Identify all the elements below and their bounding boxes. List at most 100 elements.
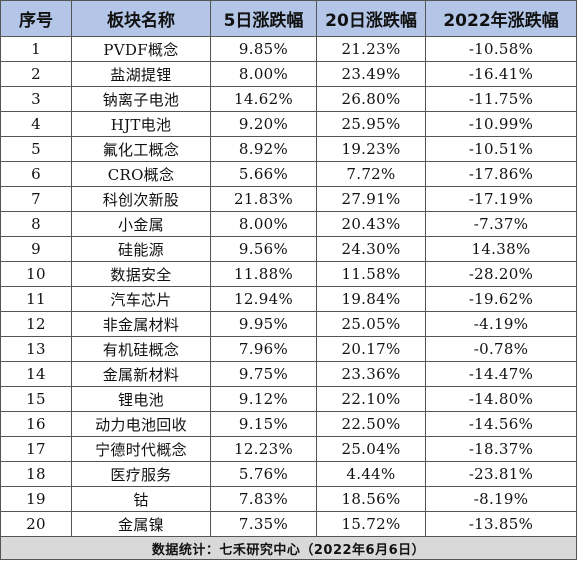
sector-name-cell: 非金属材料 xyxy=(71,311,211,337)
change-20day-cell: 23.49% xyxy=(316,61,426,87)
change-5day-cell: 12.94% xyxy=(210,286,317,312)
change-20day-cell: 27.91% xyxy=(316,186,426,212)
sector-name-cell: 金属新材料 xyxy=(71,361,211,387)
row-index-cell: 7 xyxy=(0,186,72,212)
change-5day-cell: 14.62% xyxy=(210,86,317,112)
table-row: 2 盐湖提锂 8.00% 23.49% -16.41% xyxy=(0,61,577,87)
row-index-cell: 12 xyxy=(0,311,72,337)
sector-name-cell: 有机硅概念 xyxy=(71,336,211,362)
change-ytd-cell: -17.19% xyxy=(425,186,577,212)
change-20day-cell: 18.56% xyxy=(316,486,426,512)
row-index-cell: 9 xyxy=(0,236,72,262)
change-5day-cell: 7.83% xyxy=(210,486,317,512)
table-row: 5 氟化工概念 8.92% 19.23% -10.51% xyxy=(0,136,577,162)
table-row: 13 有机硅概念 7.96% 20.17% -0.78% xyxy=(0,336,577,362)
row-index-cell: 10 xyxy=(0,261,72,287)
change-ytd-cell: 14.38% xyxy=(425,236,577,262)
row-index-cell: 4 xyxy=(0,111,72,137)
row-index-cell: 14 xyxy=(0,361,72,387)
change-20day-cell: 24.30% xyxy=(316,236,426,262)
table-row: 4 HJT电池 9.20% 25.95% -10.99% xyxy=(0,111,577,137)
change-ytd-cell: -16.41% xyxy=(425,61,577,87)
row-index-cell: 8 xyxy=(0,211,72,237)
change-ytd-cell: -14.80% xyxy=(425,386,577,412)
change-5day-cell: 9.12% xyxy=(210,386,317,412)
row-index-cell: 19 xyxy=(0,486,72,512)
change-5day-cell: 11.88% xyxy=(210,261,317,287)
change-20day-cell: 23.36% xyxy=(316,361,426,387)
row-index-cell: 2 xyxy=(0,61,72,87)
header-index: 序号 xyxy=(0,0,72,37)
change-20day-cell: 26.80% xyxy=(316,86,426,112)
table-row: 6 CRO概念 5.66% 7.72% -17.86% xyxy=(0,161,577,187)
change-5day-cell: 5.76% xyxy=(210,461,317,487)
sector-name-cell: 医疗服务 xyxy=(71,461,211,487)
sector-name-cell: 金属镍 xyxy=(71,511,211,537)
data-source-note: 数据统计：七禾研究中心（2022年6月6日） xyxy=(0,536,577,560)
table-row: 1 PVDF概念 9.85% 21.23% -10.58% xyxy=(0,36,577,62)
table-row: 15 锂电池 9.12% 22.10% -14.80% xyxy=(0,386,577,412)
change-5day-cell: 8.92% xyxy=(210,136,317,162)
header-20day-change: 20日涨跌幅 xyxy=(316,0,426,37)
change-ytd-cell: -11.75% xyxy=(425,86,577,112)
change-20day-cell: 25.04% xyxy=(316,436,426,462)
change-5day-cell: 8.00% xyxy=(210,211,317,237)
change-ytd-cell: -10.99% xyxy=(425,111,577,137)
table-row: 9 硅能源 9.56% 24.30% 14.38% xyxy=(0,236,577,262)
sector-name-cell: 锂电池 xyxy=(71,386,211,412)
change-20day-cell: 19.23% xyxy=(316,136,426,162)
change-5day-cell: 7.35% xyxy=(210,511,317,537)
table-row: 18 医疗服务 5.76% 4.44% -23.81% xyxy=(0,461,577,487)
change-5day-cell: 9.85% xyxy=(210,36,317,62)
change-20day-cell: 25.95% xyxy=(316,111,426,137)
sector-name-cell: 汽车芯片 xyxy=(71,286,211,312)
footer-row: 数据统计：七禾研究中心（2022年6月6日） xyxy=(0,536,577,560)
table-row: 7 科创次新股 21.83% 27.91% -17.19% xyxy=(0,186,577,212)
header-sector-name: 板块名称 xyxy=(71,0,211,37)
change-ytd-cell: -28.20% xyxy=(425,261,577,287)
change-20day-cell: 7.72% xyxy=(316,161,426,187)
table-body: 1 PVDF概念 9.85% 21.23% -10.58% 2 盐湖提锂 8.00% 23.49… xyxy=(0,36,577,537)
change-20day-cell: 22.50% xyxy=(316,411,426,437)
sector-name-cell: 盐湖提锂 xyxy=(71,61,211,87)
change-ytd-cell: -14.56% xyxy=(425,411,577,437)
sector-name-cell: 数据安全 xyxy=(71,261,211,287)
row-index-cell: 6 xyxy=(0,161,72,187)
row-index-cell: 20 xyxy=(0,511,72,537)
change-20day-cell: 20.17% xyxy=(316,336,426,362)
sector-name-cell: 宁德时代概念 xyxy=(71,436,211,462)
row-index-cell: 1 xyxy=(0,36,72,62)
change-ytd-cell: -13.85% xyxy=(425,511,577,537)
sector-name-cell: 动力电池回收 xyxy=(71,411,211,437)
header-row: 序号 板块名称 5日涨跌幅 20日涨跌幅 2022年涨跌幅 xyxy=(0,0,577,37)
change-ytd-cell: -18.37% xyxy=(425,436,577,462)
row-index-cell: 5 xyxy=(0,136,72,162)
sector-name-cell: 钠离子电池 xyxy=(71,86,211,112)
row-index-cell: 16 xyxy=(0,411,72,437)
change-5day-cell: 9.75% xyxy=(210,361,317,387)
table-row: 11 汽车芯片 12.94% 19.84% -19.62% xyxy=(0,286,577,312)
row-index-cell: 17 xyxy=(0,436,72,462)
change-5day-cell: 8.00% xyxy=(210,61,317,87)
sector-name-cell: 小金属 xyxy=(71,211,211,237)
change-ytd-cell: -10.58% xyxy=(425,36,577,62)
table-row: 20 金属镍 7.35% 15.72% -13.85% xyxy=(0,511,577,537)
row-index-cell: 15 xyxy=(0,386,72,412)
sector-name-cell: PVDF概念 xyxy=(71,36,211,62)
table-row: 19 钴 7.83% 18.56% -8.19% xyxy=(0,486,577,512)
change-5day-cell: 7.96% xyxy=(210,336,317,362)
change-5day-cell: 9.95% xyxy=(210,311,317,337)
change-20day-cell: 25.05% xyxy=(316,311,426,337)
row-index-cell: 18 xyxy=(0,461,72,487)
change-ytd-cell: -10.51% xyxy=(425,136,577,162)
change-20day-cell: 19.84% xyxy=(316,286,426,312)
change-5day-cell: 12.23% xyxy=(210,436,317,462)
change-20day-cell: 21.23% xyxy=(316,36,426,62)
sector-name-cell: 硅能源 xyxy=(71,236,211,262)
row-index-cell: 13 xyxy=(0,336,72,362)
table-row: 8 小金属 8.00% 20.43% -7.37% xyxy=(0,211,577,237)
header-5day-change: 5日涨跌幅 xyxy=(210,0,317,37)
sector-name-cell: 科创次新股 xyxy=(71,186,211,212)
